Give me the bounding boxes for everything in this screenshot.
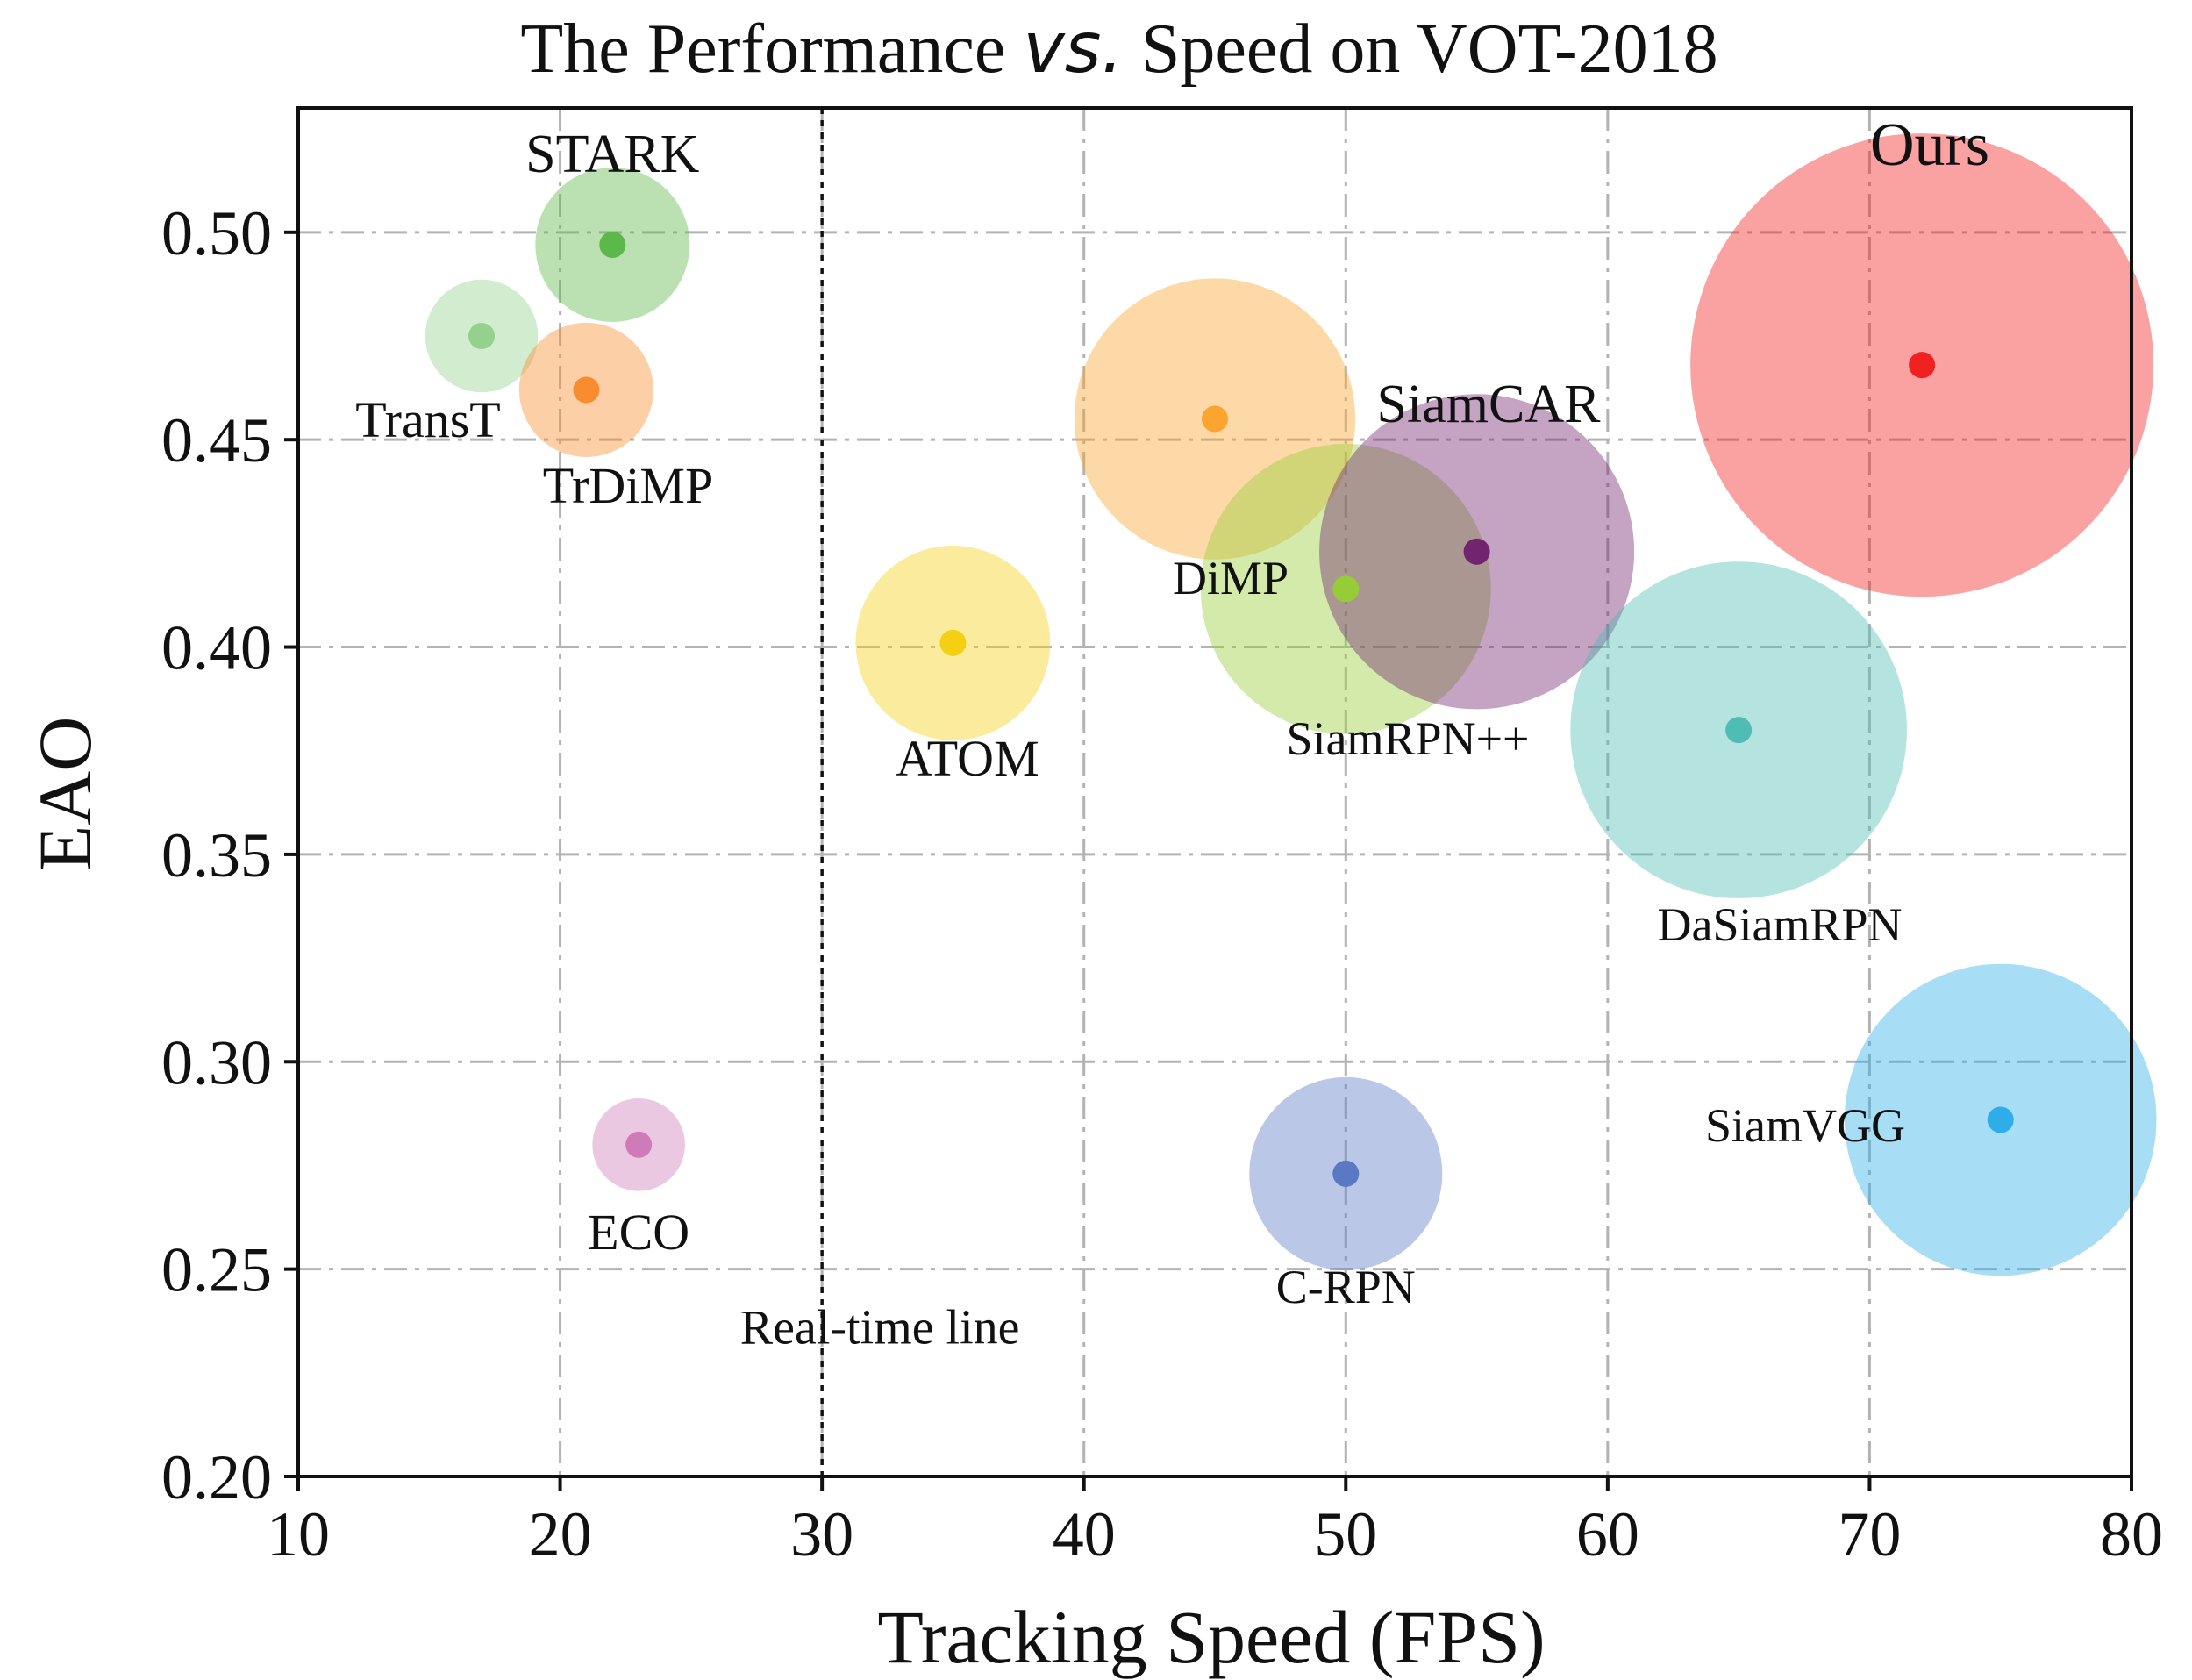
point-eco	[625, 1131, 653, 1158]
point-c-rpn	[1332, 1160, 1360, 1187]
chart-title: The Performance vs. Speed on VOT-2018	[520, 7, 1717, 89]
point-stark	[599, 232, 626, 258]
label-siamcar: SiamCAR	[1377, 375, 1602, 434]
x-tick-label: 60	[1576, 1499, 1639, 1569]
chart-title-suffix: Speed on VOT-2018	[1124, 11, 1718, 88]
x-tick-label: 50	[1314, 1499, 1377, 1569]
point-dasiamrpn	[1725, 717, 1753, 744]
chart-title-prefix: The Performance	[520, 11, 1023, 88]
point-transt	[468, 323, 495, 349]
x-tick-label: 80	[2100, 1499, 2163, 1569]
y-tick-label: 0.25	[161, 1235, 272, 1305]
point-atom	[939, 629, 967, 656]
label-dasiamrpn: DaSiamRPN	[1657, 898, 1902, 951]
y-tick-label: 0.40	[161, 613, 272, 683]
label-dimp: DiMP	[1173, 552, 1289, 604]
plot-frame	[296, 106, 2133, 1478]
x-tick-label: 20	[529, 1499, 592, 1569]
point-siamvgg	[1987, 1106, 2014, 1133]
label-transt: TransT	[355, 391, 500, 448]
x-tick-label: 40	[1053, 1499, 1116, 1569]
y-tick-label: 0.45	[161, 405, 272, 475]
label-siamrpn-: SiamRPN++	[1287, 712, 1530, 765]
label-siamvgg: SiamVGG	[1705, 1099, 1905, 1152]
y-tick-label: 0.30	[161, 1027, 272, 1097]
label-eco: ECO	[588, 1204, 689, 1261]
realtime-line-label: Real-time line	[740, 1301, 1020, 1355]
y-tick-label: 0.35	[161, 820, 272, 890]
x-tick-label: 10	[267, 1499, 330, 1569]
label-stark: STARK	[525, 125, 700, 184]
y-tick-label: 0.20	[161, 1442, 272, 1512]
point-trdimp	[573, 376, 600, 404]
label-trdimp: TrDiMP	[543, 457, 714, 514]
chart-title-italic: vs.	[1023, 7, 1123, 89]
label-atom: ATOM	[896, 730, 1039, 787]
x-tick-label: 70	[1838, 1499, 1901, 1569]
point-siamrpn-	[1332, 575, 1360, 603]
point-dimp	[1202, 405, 1228, 433]
label-c-rpn: C-RPN	[1276, 1261, 1416, 1313]
x-tick-label: 30	[790, 1499, 853, 1569]
x-axis-label: Tracking Speed (FPS)	[877, 1595, 1545, 1679]
label-ours: Ours	[1870, 111, 1989, 179]
point-siamcar	[1463, 538, 1490, 565]
point-ours	[1909, 352, 1936, 379]
y-axis-label: EAO	[23, 717, 107, 872]
y-tick-label: 0.50	[161, 198, 272, 268]
